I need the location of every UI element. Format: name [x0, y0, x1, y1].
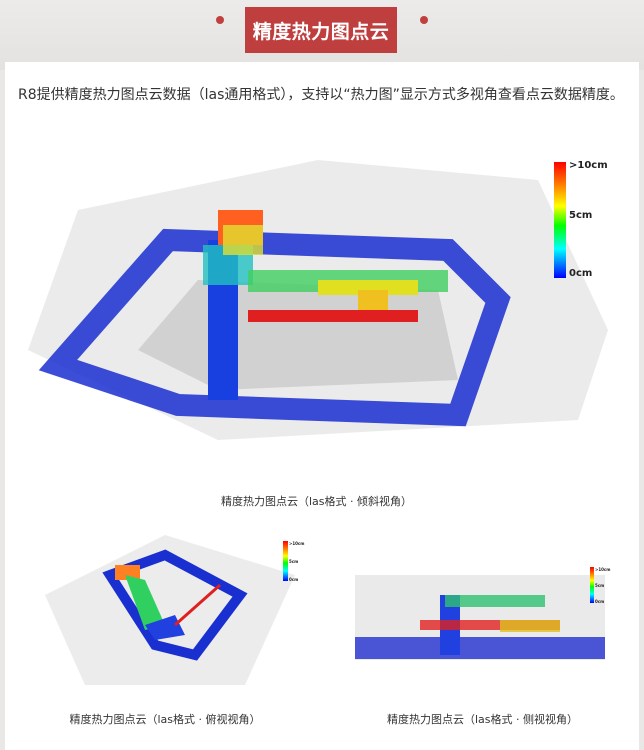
figure-caption: 精度热力图点云（las格式 · 侧视视角）: [386, 713, 579, 726]
color-legend: >10cm 5cm 0cm: [554, 160, 619, 279]
legend-max: >10cm: [595, 567, 611, 572]
point-cloud-oblique-image: >10cm 5cm 0cm: [18, 150, 615, 462]
color-legend-small: >10cm 5cm 0cm: [283, 541, 305, 582]
intro-text: R8提供精度热力图点云数据（las通用格式），支持以“热力图”显示方式多视角查看…: [18, 87, 624, 103]
section-title: 精度热力图点云: [245, 7, 397, 53]
legend-max: >10cm: [569, 160, 608, 171]
decorative-dot: [420, 16, 428, 24]
legend-min: 0cm: [569, 268, 593, 279]
legend-min: 0cm: [595, 599, 605, 604]
color-legend-small: >10cm 5cm 0cm: [590, 567, 611, 604]
decorative-dot: [216, 16, 224, 24]
legend-mid: 5cm: [569, 210, 593, 221]
legend-mid: 5cm: [289, 559, 299, 564]
legend-max: >10cm: [289, 541, 305, 546]
legend-min: 0cm: [289, 577, 299, 582]
figure-caption: 精度热力图点云（las格式 · 倾斜视角）: [220, 495, 413, 508]
legend-mid: 5cm: [595, 583, 605, 588]
point-cloud-side-image: >10cm 5cm 0cm: [350, 565, 615, 670]
point-cloud-top-image: >10cm 5cm 0cm: [25, 535, 305, 695]
figure-caption: 精度热力图点云（las格式 · 俯视视角）: [69, 713, 261, 726]
